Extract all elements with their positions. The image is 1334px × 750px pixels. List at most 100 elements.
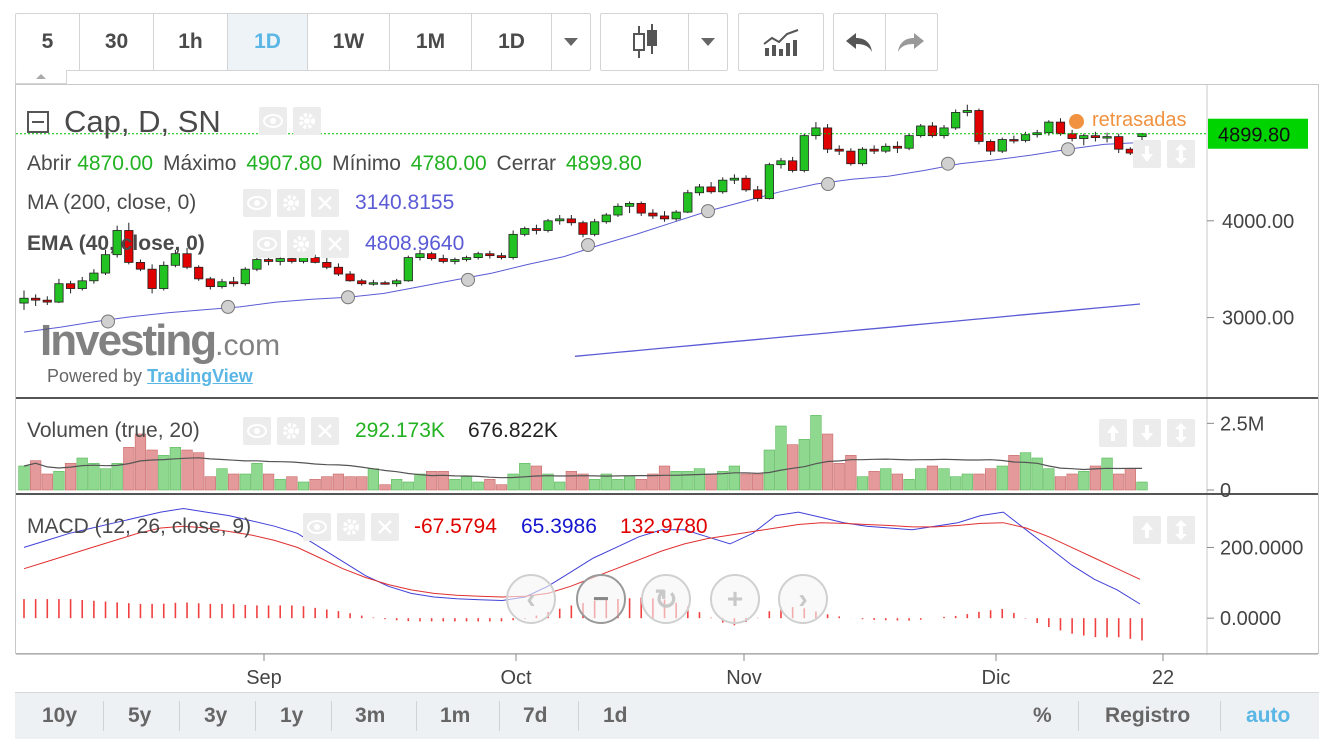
candle-body — [916, 125, 926, 137]
range-1m[interactable]: 1m — [440, 704, 471, 727]
candles-button[interactable] — [601, 14, 689, 70]
volume-remove-button[interactable] — [311, 417, 339, 445]
undo-button[interactable] — [834, 14, 886, 70]
indicators-button[interactable] — [739, 14, 823, 70]
candle-body — [415, 253, 425, 258]
volume-bar — [274, 479, 286, 491]
zoom-out-button[interactable]: − — [576, 574, 626, 624]
range-1y[interactable]: 1y — [280, 704, 304, 727]
range-10y[interactable]: 10y — [42, 704, 78, 727]
candle-body — [601, 214, 611, 223]
price-scale-down-button[interactable] — [1133, 140, 1161, 168]
tradingview-link[interactable]: TradingView — [147, 366, 253, 386]
volume-bar — [30, 460, 42, 491]
scroll-left-button[interactable]: ‹ — [506, 574, 556, 624]
range-3y[interactable]: 3y — [204, 704, 228, 727]
ma-visibility-button[interactable] — [243, 189, 271, 217]
candle-body — [834, 148, 844, 152]
volume-bar — [891, 473, 904, 491]
reset-button[interactable]: ↻ — [641, 574, 691, 624]
ema-marker — [1061, 142, 1075, 157]
volume-bar — [810, 415, 822, 491]
redo-button[interactable] — [886, 14, 938, 70]
gear-icon — [343, 519, 359, 535]
volume-bar — [367, 468, 379, 491]
interval-dropdown[interactable] — [552, 14, 590, 70]
candle-body — [857, 148, 868, 165]
macd-pane-up-button[interactable] — [1133, 516, 1161, 544]
candle-body — [799, 135, 809, 171]
interval-1h[interactable]: 1h — [154, 14, 228, 70]
macd-settings-button[interactable] — [337, 513, 365, 541]
ma-remove-button[interactable] — [311, 189, 339, 217]
interval-1m[interactable]: 1M — [390, 14, 472, 70]
minus-icon: − — [592, 583, 610, 614]
toolbar-collapse-tab[interactable] — [15, 70, 67, 84]
candle-body — [706, 186, 716, 193]
volume-bar — [309, 479, 321, 491]
volume-bar — [530, 465, 543, 491]
volume-bar — [1136, 481, 1148, 491]
ema-remove-button[interactable] — [321, 230, 349, 258]
volume-bar — [297, 481, 310, 491]
volume-bar — [286, 476, 298, 491]
chevron-left-icon: ‹ — [526, 583, 536, 614]
macd-remove-button[interactable] — [371, 513, 399, 541]
symbol-visibility-button[interactable] — [259, 107, 287, 135]
volume-visibility-button[interactable] — [243, 417, 271, 445]
ma-settings-button[interactable] — [277, 189, 305, 217]
macd-visibility-button[interactable] — [303, 513, 331, 541]
price-tick-label: 3000.00 — [1222, 308, 1294, 330]
range-3m[interactable]: 3m — [355, 704, 386, 727]
candle-body — [508, 233, 518, 258]
volume-bar — [391, 479, 403, 491]
volume-bar — [1066, 473, 1078, 491]
close-value: 4899.80 — [565, 152, 642, 175]
auto-scale-toggle[interactable]: auto — [1246, 704, 1291, 727]
candle-body — [322, 262, 332, 268]
interval-1w[interactable]: 1W — [308, 14, 390, 70]
macd-tick-label: 200.0000 — [1220, 537, 1303, 559]
chart-type-dropdown[interactable] — [689, 14, 727, 70]
volume-settings-button[interactable] — [277, 417, 305, 445]
candle-body — [42, 299, 52, 303]
time-tick-label: Oct — [500, 667, 532, 689]
volume-value-1: 292.173K — [355, 419, 445, 442]
volume-bar — [554, 481, 566, 491]
macd-pane-maximize-button[interactable] — [1167, 516, 1195, 544]
ohlc-row: Abrir 4870.00 Máximo 4907.80 Mínimo 4780… — [27, 152, 642, 176]
volume-pane-up-button[interactable] — [1099, 419, 1127, 447]
interval-30[interactable]: 30 — [80, 14, 154, 70]
range-5y[interactable]: 5y — [128, 704, 152, 727]
zoom-in-button[interactable]: + — [710, 574, 760, 624]
volume-bar — [1101, 457, 1113, 491]
collapse-legend-button[interactable] — [27, 111, 49, 133]
log-scale-toggle[interactable]: Registro — [1105, 704, 1191, 727]
scroll-right-button[interactable]: › — [778, 574, 828, 624]
volume-bar — [577, 473, 589, 491]
candle-body — [904, 135, 914, 149]
chevron-right-icon: › — [798, 583, 808, 614]
ma-label: MA (200, close, 0) — [27, 191, 197, 214]
macd-value-3: 132.9780 — [620, 515, 708, 538]
ema-visibility-button[interactable] — [253, 230, 281, 258]
interval-1d-custom[interactable]: 1D — [472, 14, 552, 70]
volume-bar — [996, 465, 1008, 491]
candle-body — [368, 282, 378, 285]
symbol-settings-button[interactable] — [293, 107, 321, 135]
interval-5[interactable]: 5 — [16, 14, 80, 70]
candle-body — [427, 253, 437, 259]
volume-pane-down-button[interactable] — [1133, 419, 1161, 447]
volume-pane-maximize-button[interactable] — [1167, 419, 1195, 447]
arrows-vertical-icon — [1175, 520, 1187, 540]
price-scale-fit-button[interactable] — [1167, 140, 1195, 168]
percent-toggle[interactable]: % — [1033, 704, 1052, 727]
volume-bar — [1031, 457, 1043, 491]
ema-settings-button[interactable] — [287, 230, 315, 258]
interval-1d[interactable]: 1D — [228, 14, 308, 70]
volume-bar — [18, 465, 30, 491]
range-1d[interactable]: 1d — [603, 704, 628, 727]
candle-body — [648, 212, 658, 217]
range-7d[interactable]: 7d — [523, 704, 548, 727]
